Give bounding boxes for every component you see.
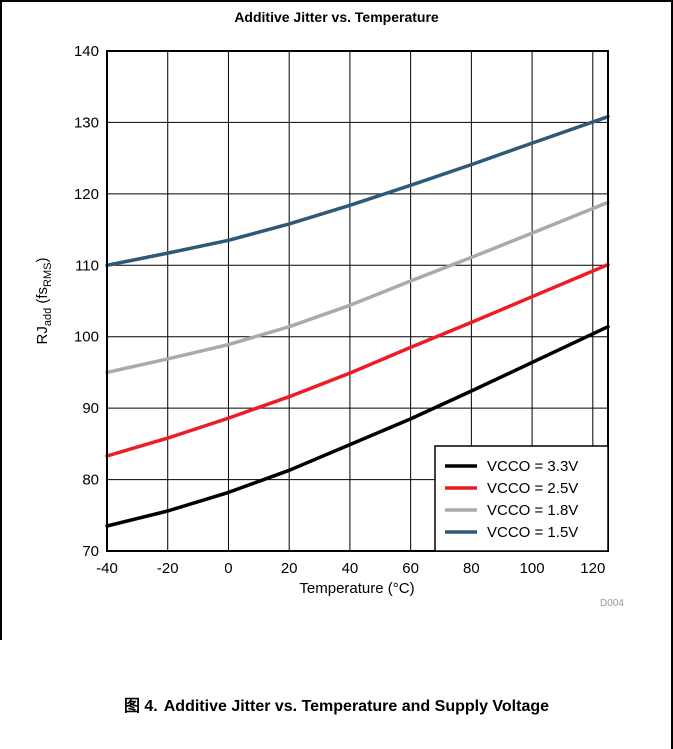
- frame-left-border: [0, 0, 2, 640]
- y-axis-label: RJadd (fsRMS): [34, 258, 54, 345]
- legend-label: VCCO = 2.5V: [487, 480, 578, 497]
- series-line-1: [105, 324, 610, 528]
- y-tick-label: 70: [82, 543, 99, 560]
- y-tick-label: 90: [82, 400, 99, 417]
- x-tick-label: -40: [96, 560, 118, 577]
- figure-caption: 图 4. Additive Jitter vs. Temperature and …: [0, 692, 673, 716]
- legend: VCCO = 3.3V VCCO = 2.5V VCCO = 1.8V VCCO = …: [434, 445, 609, 552]
- frame-top-border: [0, 0, 673, 2]
- plot-border: [106, 50, 609, 552]
- series-line-3: [105, 200, 610, 375]
- chart-area: -40 -20 0 20 40 60 80 100 120 70 80 90 100 110 120 130 1…: [34, 43, 610, 597]
- y-tick-label: 80: [82, 472, 99, 489]
- x-tick-label: 100: [520, 560, 545, 577]
- x-axis-label: Temperature (°C): [299, 580, 414, 597]
- x-tick-label: 120: [580, 560, 605, 577]
- y-tick-label: 120: [74, 186, 99, 203]
- legend-label: VCCO = 1.8V: [487, 502, 578, 519]
- x-tick-label: 80: [463, 560, 480, 577]
- y-tick-label: 100: [74, 329, 99, 346]
- series-line-2: [105, 262, 610, 458]
- caption-prefix: 图 4.: [123, 698, 158, 715]
- chart-title: Additive Jitter vs. Temperature: [234, 9, 439, 25]
- series-line-4: [105, 114, 610, 268]
- x-tick-label: 20: [281, 560, 298, 577]
- legend-label: VCCO = 3.3V: [487, 458, 578, 475]
- y-tick-label: 140: [74, 43, 99, 60]
- y-tick-label: 110: [75, 257, 99, 274]
- y-tick-label: 130: [74, 114, 99, 131]
- frame-right-border: [671, 0, 673, 749]
- x-tick-label: 0: [224, 560, 232, 577]
- legend-label: VCCO = 1.5V: [487, 524, 578, 541]
- document-id: D004: [600, 598, 624, 609]
- x-tick-label: -20: [157, 560, 179, 577]
- x-tick-label: 60: [402, 560, 419, 577]
- caption-text: Additive Jitter vs. Temperature and Supp…: [163, 698, 550, 715]
- x-tick-label: 40: [342, 560, 359, 577]
